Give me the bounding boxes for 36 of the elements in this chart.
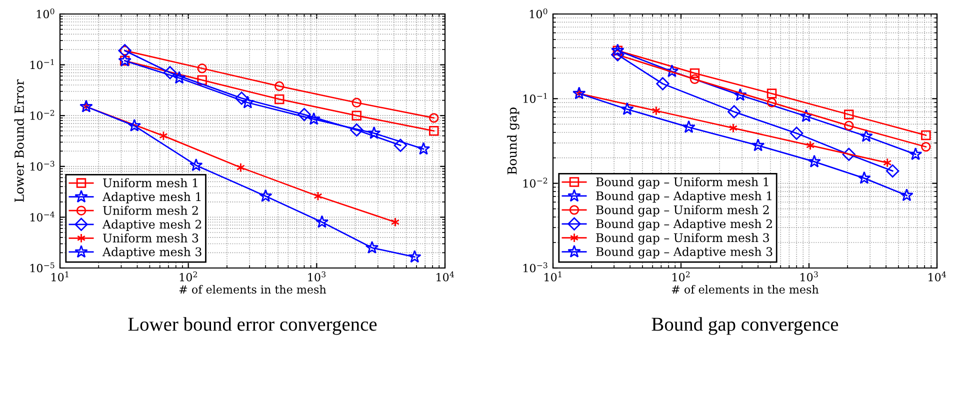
x-axis-title: # of elements in the mesh (179, 285, 326, 294)
legend-label: Bound gap – Adaptive mesh 1 (596, 191, 772, 203)
x-tick-label: 10$^{3}$ (308, 271, 326, 282)
legend-label: Bound gap – Uniform mesh 1 (596, 177, 768, 189)
legend-label: Adaptive mesh 3 (102, 247, 202, 259)
y-tick-label: 10$^{−3}$ (30, 160, 54, 171)
text: Bound gap convergence (652, 317, 838, 335)
y-tick-label: 10$^{−5}$ (30, 262, 54, 272)
legend-label: Bound gap – Adaptive mesh 3 (596, 246, 772, 259)
x-tick-label: 10$^{4}$ (928, 271, 946, 282)
y-axis-title: Lower Bound Error (14, 79, 24, 202)
x-tick-label: 10$^{2}$ (180, 271, 197, 282)
x-tick-label: 10$^{3}$ (800, 271, 818, 282)
x-tick-label: 10$^{1}$ (52, 271, 68, 282)
y-tick-label: 10$^{0}$ (36, 8, 54, 18)
x-axis-title: # of elements in the mesh (672, 285, 819, 294)
x-tick-label: 10$^{1}$ (544, 271, 562, 282)
y-tick-label: 10$^{−1}$ (523, 93, 547, 103)
y-tick-label: 10$^{−3}$ (523, 262, 548, 272)
x-tick-label: 10$^{2}$ (672, 271, 690, 282)
text: Lower bound error convergence (128, 317, 377, 335)
x-tick-label: 10$^{4}$ (436, 271, 454, 282)
legend-label: Adaptive mesh 1 (102, 192, 201, 204)
legend-label: Uniform mesh 2 (103, 206, 198, 215)
y-axis-title: Bound gap (507, 108, 520, 174)
legend-label: Bound gap – Uniform mesh 3 (596, 233, 769, 245)
y-tick-label: 10$^{−2}$ (523, 178, 548, 188)
y-tick-label: 10$^{−1}$ (30, 59, 54, 70)
legend-label: Uniform mesh 1 (103, 178, 198, 188)
legend-label: Bound gap – Uniform mesh 2 (596, 205, 769, 217)
legend-label: Adaptive mesh 2 (102, 220, 202, 231)
y-tick-label: 10$^{−4}$ (30, 212, 54, 222)
y-tick-label: 10$^{−2}$ (30, 110, 54, 120)
legend-label: Bound gap – Adaptive mesh 2 (596, 219, 772, 231)
legend-label: Uniform mesh 3 (103, 233, 198, 242)
y-tick-label: 10$^{0}$ (530, 8, 548, 18)
